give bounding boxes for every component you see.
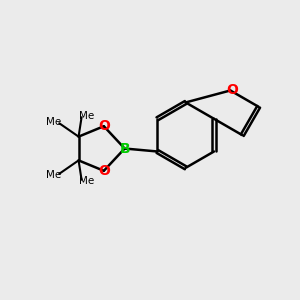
Text: O: O xyxy=(98,164,110,178)
Text: Me: Me xyxy=(46,117,62,127)
Text: O: O xyxy=(226,83,238,98)
Text: Me: Me xyxy=(79,176,94,186)
Text: Me: Me xyxy=(46,170,62,180)
Text: B: B xyxy=(119,142,130,155)
Text: O: O xyxy=(98,119,110,133)
Text: Me: Me xyxy=(79,111,94,121)
